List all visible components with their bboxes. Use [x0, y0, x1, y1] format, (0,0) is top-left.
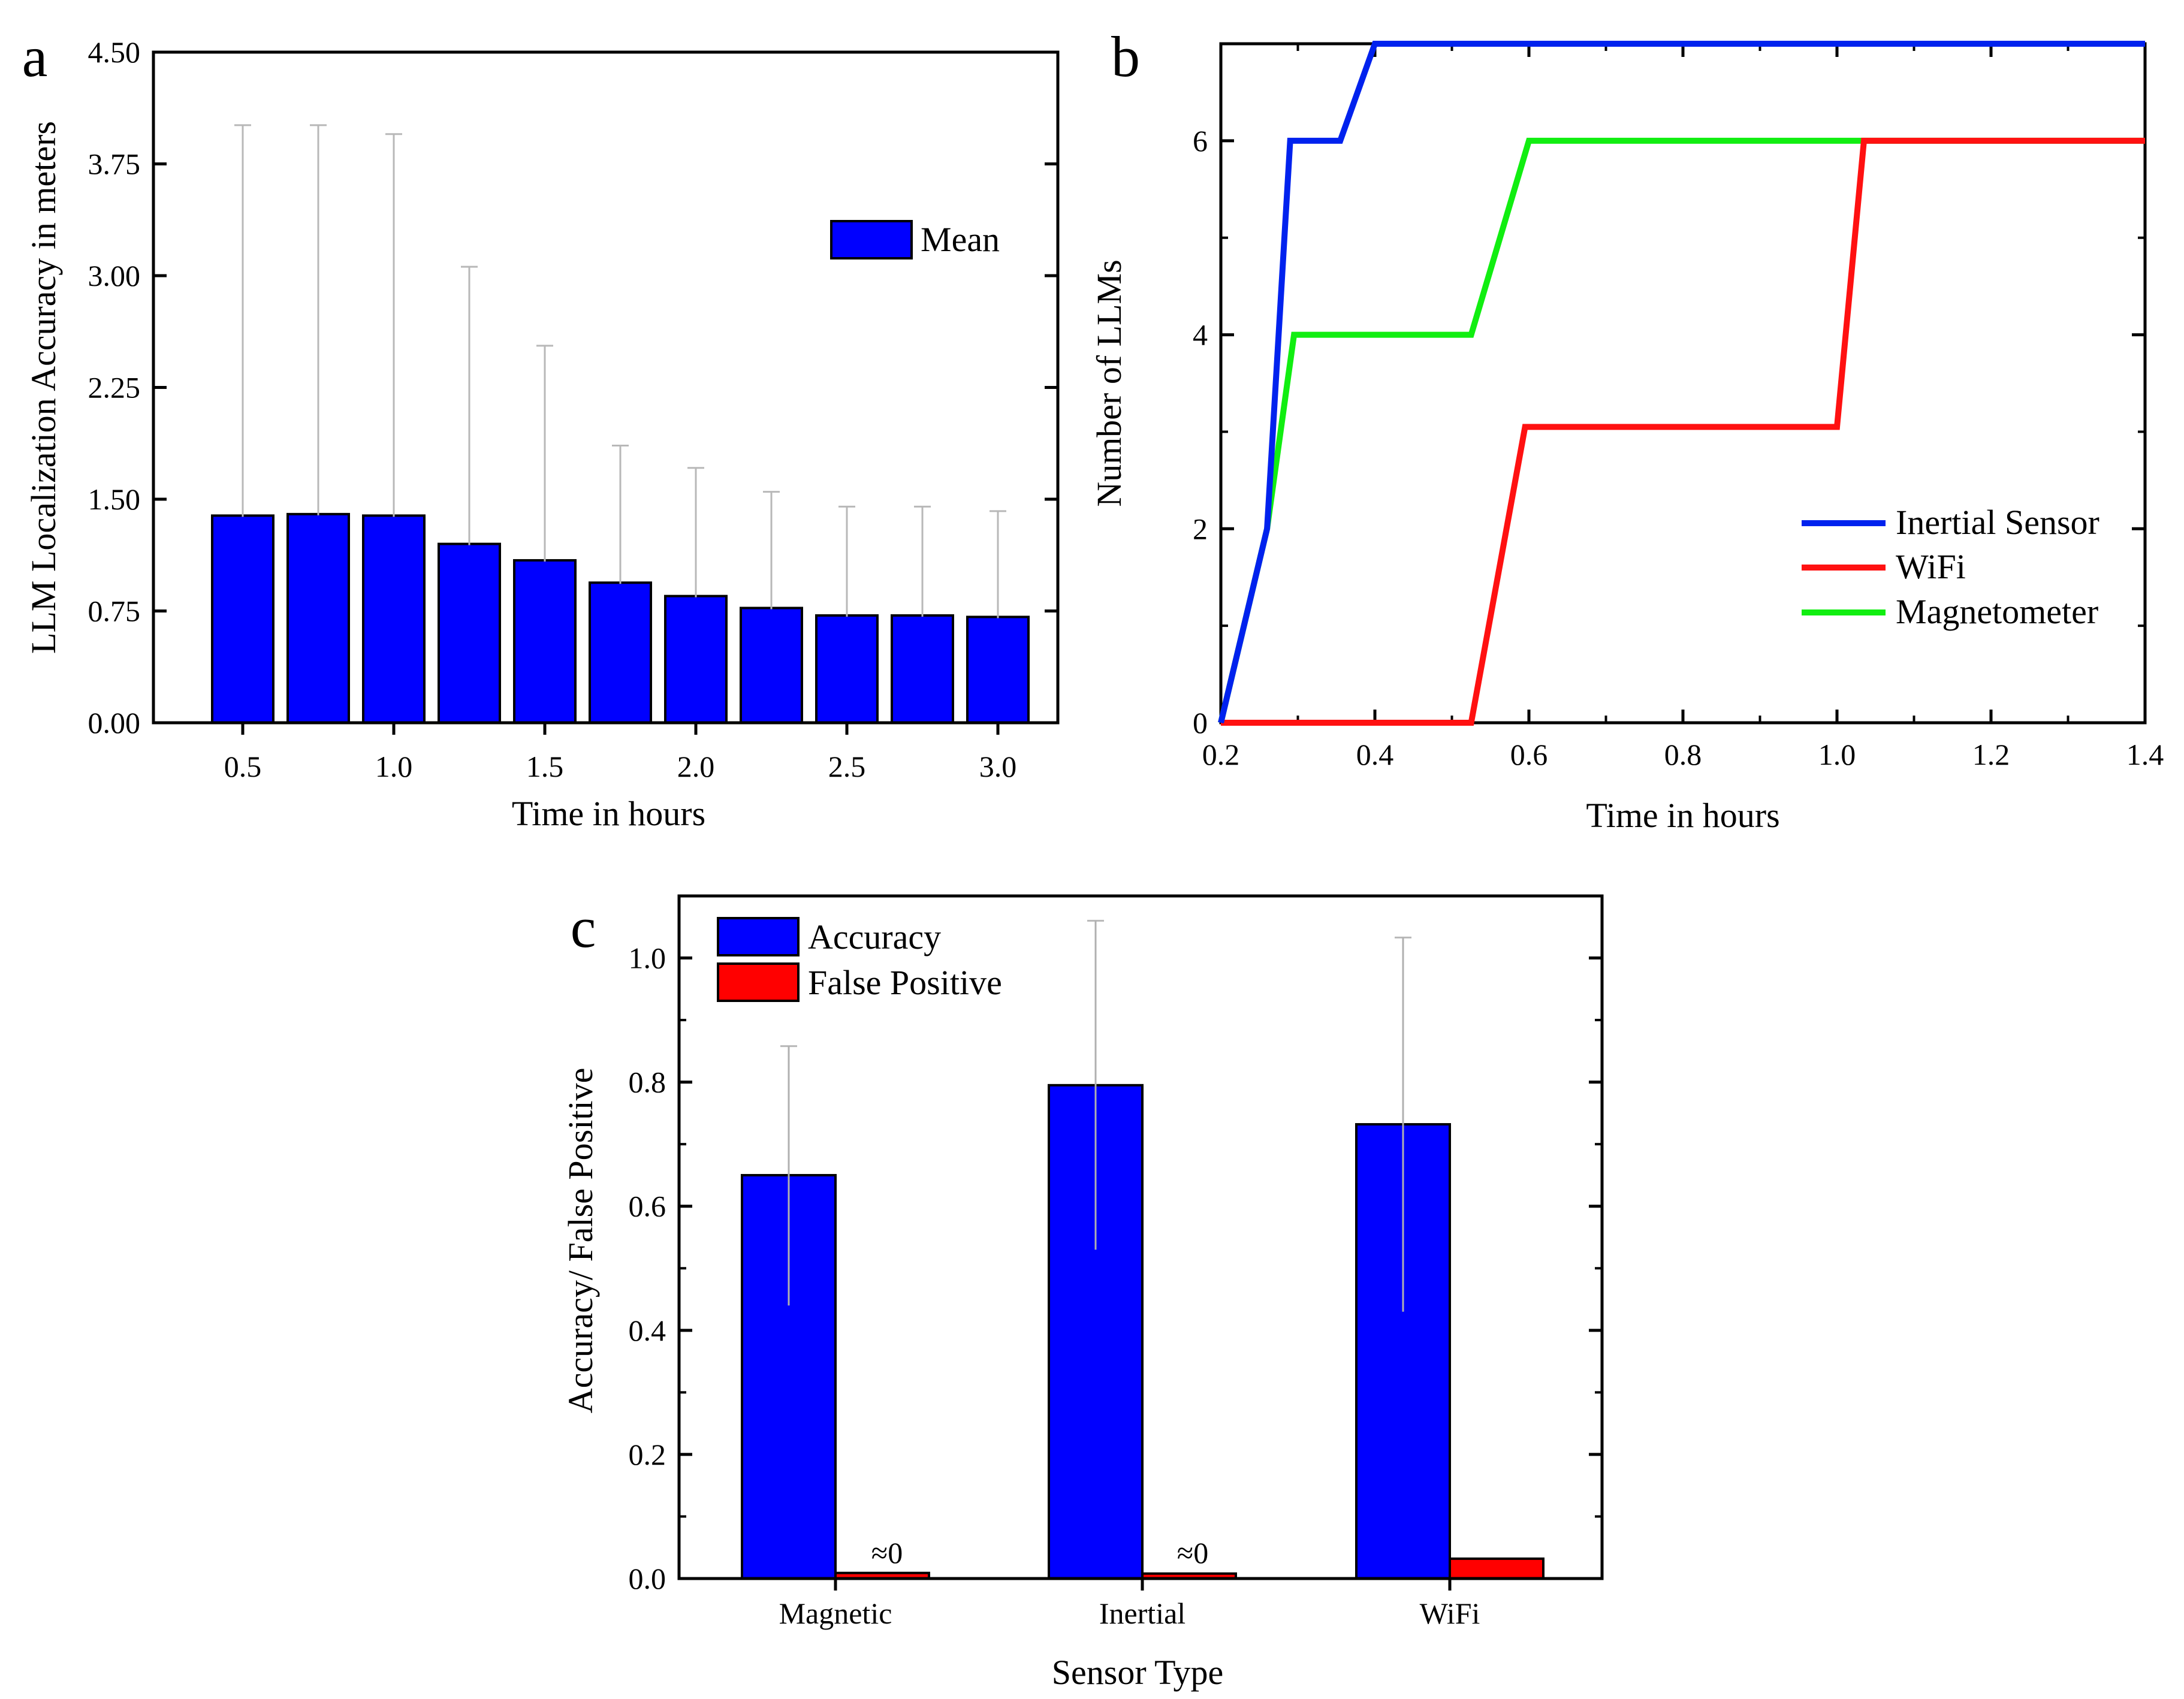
x-tick-label: 0.2: [1202, 738, 1240, 771]
x-tick-label: 2.5: [828, 750, 866, 783]
x-axis-label: Time in hours: [1586, 796, 1779, 835]
bar: [891, 614, 954, 724]
y-tick-label: 0.6: [629, 1190, 666, 1223]
x-tick-label: 1.2: [1972, 738, 2010, 771]
legend-swatch-accuracy: [717, 917, 800, 956]
y-tick-label: 1.50: [88, 482, 141, 516]
bar: [966, 615, 1030, 724]
y-tick-label: 3.75: [88, 147, 141, 181]
y-tick-label: 0.00: [88, 706, 141, 740]
y-axis-label: LLM Localization Accuracy in meters: [24, 121, 63, 654]
bar: [362, 514, 426, 724]
x-tick-label: 1.5: [526, 750, 564, 783]
bar: [513, 559, 577, 724]
x-tick-label: 3.0: [979, 750, 1017, 783]
x-tick-label: Inertial: [1099, 1597, 1185, 1630]
x-tick-label: WiFi: [1420, 1597, 1480, 1630]
bar: [664, 595, 728, 725]
legend-swatch-mean: [830, 220, 913, 259]
legend-label-accuracy: Accuracy: [808, 918, 941, 956]
bar: [740, 606, 803, 724]
y-axis-label: Accuracy/ False Positive: [561, 1068, 600, 1414]
series-line-wifi: [1221, 137, 2145, 726]
bar-false-positive: [1449, 1557, 1545, 1580]
y-tick-label: 0.0: [629, 1562, 666, 1595]
series-line-inertial-sensor: [1218, 41, 2145, 724]
x-tick-label: Magnetic: [779, 1597, 892, 1630]
y-tick-label: 0.4: [629, 1314, 666, 1347]
y-tick-label: 4: [1193, 318, 1208, 352]
panel-c: c 0.0 0.2 0.4 0.6 0.8 1.0 Magnetic Inertial WiFi ≈…: [561, 894, 1604, 1692]
x-tick-label: 1.0: [1818, 738, 1856, 771]
panel-a-letter: a: [22, 25, 48, 89]
bar: [438, 542, 501, 724]
y-tick-label: 0: [1193, 706, 1208, 740]
y-tick-label: 0.2: [629, 1438, 666, 1471]
annotation-approx-zero: ≈0: [1177, 1536, 1208, 1570]
bar: [286, 512, 350, 724]
legend-label-magnetometer: Magnetometer: [1896, 592, 2098, 631]
bar: [589, 581, 652, 725]
y-tick-label: 6: [1193, 124, 1208, 158]
bar: [815, 614, 879, 724]
y-tick-label: 0.8: [629, 1066, 666, 1099]
series-line-magnetometer: [1218, 137, 2145, 724]
x-tick-label: 0.4: [1356, 738, 1394, 771]
legend-swatch-false-positive: [717, 962, 800, 1002]
legend-label-inertial-sensor: Inertial Sensor: [1896, 503, 2099, 542]
x-tick-label: 0.8: [1664, 738, 1702, 771]
x-tick-label: 1.0: [375, 750, 413, 783]
x-tick-label: 0.6: [1510, 738, 1548, 771]
legend-label-false-positive: False Positive: [808, 963, 1002, 1002]
y-axis-label: Number of LLMs: [1090, 259, 1129, 506]
panel-b-letter: b: [1111, 25, 1140, 89]
y-tick-label: 4.50: [88, 35, 141, 69]
x-axis-label: Time in hours: [512, 794, 705, 833]
x-tick-label: 0.5: [224, 750, 262, 783]
annotation-approx-zero: ≈0: [871, 1536, 903, 1570]
panel-c-letter: c: [571, 895, 596, 959]
x-tick-label: 2.0: [677, 750, 715, 783]
panel-a: a 0.00 0.75 1.50 2.25 3.00 3.75 4.50 0.5 1.0 1.5 2.…: [22, 25, 1060, 833]
y-tick-label: 2.25: [88, 371, 141, 405]
y-tick-label: 3.00: [88, 259, 141, 292]
legend-label-mean: Mean: [921, 220, 1000, 259]
y-tick-label: 1.0: [629, 941, 666, 975]
x-axis-label: Sensor Type: [1052, 1653, 1223, 1692]
x-tick-label: 1.4: [2126, 738, 2164, 771]
bar: [211, 514, 274, 724]
plot-frame: [677, 894, 1604, 1580]
y-tick-label: 2: [1193, 512, 1208, 545]
panel-b: b 0 2 4 6 0.2 0.4 0.6 0.8 1.0 1.2 1.4 Time in hours N…: [1090, 25, 2164, 835]
y-tick-label: 0.75: [88, 595, 141, 628]
legend-label-wifi: WiFi: [1896, 547, 1966, 586]
